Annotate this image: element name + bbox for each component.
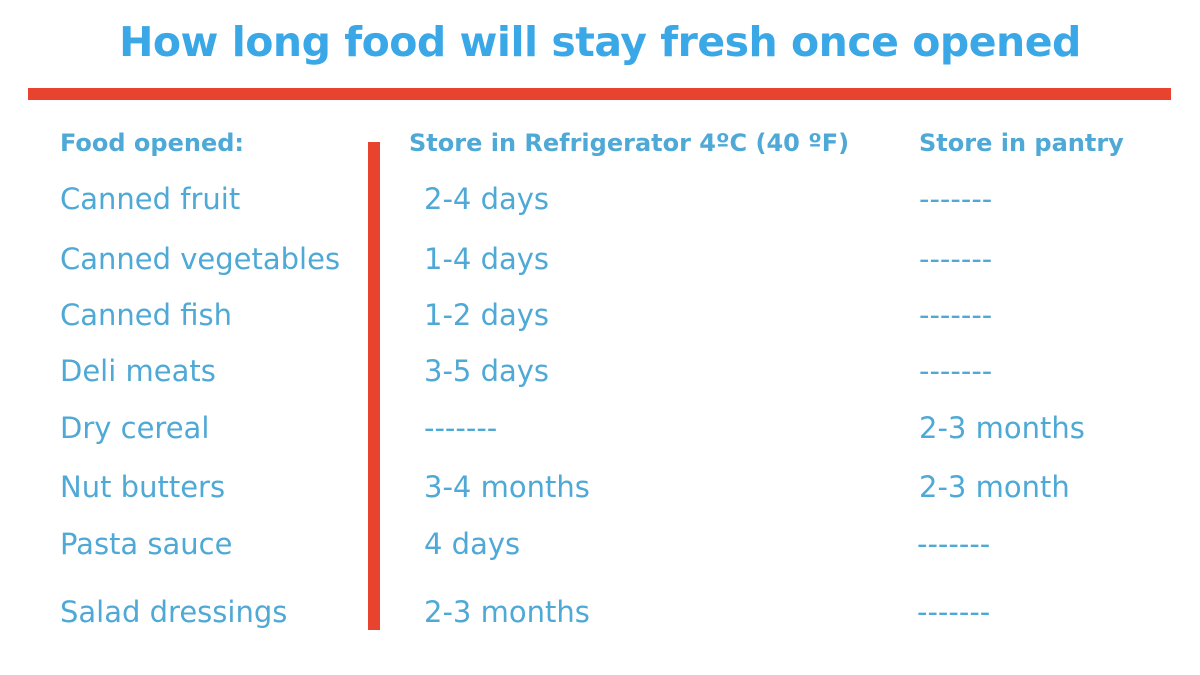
header-food-opened: Food opened: [60,129,245,157]
column-divider [368,142,380,630]
header-refrigerator: Store in Refrigerator 4ºC (40 ºF) [409,129,850,157]
row-nut-butters-pantry: 2-3 month [919,470,1070,504]
row-deli-meats-fridge: 3-5 days [424,354,550,388]
row-pasta-sauce-fridge: 4 days [424,527,521,561]
header-pantry: Store in pantry [919,129,1124,157]
row-canned-vegetables-food: Canned vegetables [60,242,341,276]
row-canned-vegetables-pantry: ------- [919,242,993,276]
row-canned-fruit-pantry: ------- [919,182,993,216]
row-pasta-sauce-food: Pasta sauce [60,527,233,561]
row-canned-fish-fridge: 1-2 days [424,298,550,332]
row-canned-fruit-fridge: 2-4 days [424,182,550,216]
row-dry-cereal-pantry: 2-3 months [919,411,1085,445]
row-deli-meats-food: Deli meats [60,354,216,388]
row-canned-fish-food: Canned fish [60,298,233,332]
row-nut-butters-fridge: 3-4 months [424,470,590,504]
row-dry-cereal-food: Dry cereal [60,411,210,445]
title-underline [28,88,1171,100]
row-canned-vegetables-fridge: 1-4 days [424,242,550,276]
row-canned-fish-pantry: ------- [919,298,993,332]
row-canned-fruit-food: Canned fruit [60,182,241,216]
row-pasta-sauce-pantry: ------- [917,527,991,561]
row-nut-butters-food: Nut butters [60,470,226,504]
row-dry-cereal-fridge: ------- [424,411,498,445]
row-salad-dressings-pantry: ------- [917,595,991,629]
row-deli-meats-pantry: ------- [919,354,993,388]
row-salad-dressings-food: Salad dressings [60,595,288,629]
row-salad-dressings-fridge: 2-3 months [424,595,590,629]
page-title: How long food will stay fresh once opene… [119,18,1081,66]
